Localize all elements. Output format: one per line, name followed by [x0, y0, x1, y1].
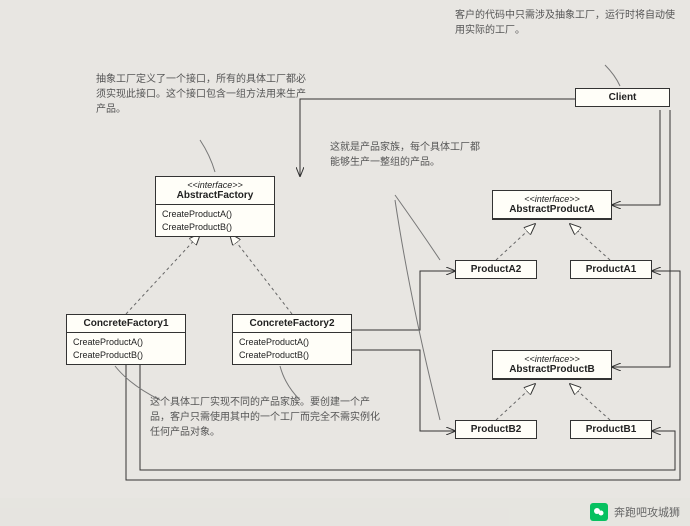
class-name: AbstractFactory — [177, 190, 254, 201]
class-name: ProductA1 — [586, 264, 637, 275]
stereotype: <<interface>> — [499, 354, 605, 364]
class-name: AbstractProductB — [509, 364, 595, 375]
class-name: ProductB2 — [471, 424, 522, 435]
methods: CreateProductA() CreateProductB() — [156, 205, 274, 236]
class-product-a1: ProductA1 — [570, 260, 652, 279]
class-client: Client — [575, 88, 670, 107]
class-name: ProductA2 — [471, 264, 522, 275]
diagram-canvas: { "diagram": { "type": "uml-class-diagra… — [0, 0, 690, 526]
annotation-top-left: 抽象工厂定义了一个接口，所有的具体工厂都必须实现此接口。这个接口包含一组方法用来… — [96, 72, 306, 117]
class-abstract-factory: <<interface>> AbstractFactory CreateProd… — [155, 176, 275, 237]
class-name: AbstractProductA — [509, 204, 595, 215]
stereotype: <<interface>> — [499, 194, 605, 204]
class-product-b2: ProductB2 — [455, 420, 537, 439]
annotation-bottom: 这个具体工厂实现不同的产品家族。要创建一个产品，客户只需使用其中的一个工厂而完全… — [150, 395, 385, 440]
footer-bar: 奔跑吧攻城狮 — [0, 498, 690, 526]
annotation-middle: 这就是产品家族，每个具体工厂都能够生产一整组的产品。 — [330, 140, 480, 170]
class-product-a2: ProductA2 — [455, 260, 537, 279]
footer-label: 奔跑吧攻城狮 — [614, 504, 680, 520]
class-name: ConcreteFactory1 — [83, 318, 168, 329]
class-abstract-product-b: <<interface>> AbstractProductB — [492, 350, 612, 380]
class-name: ProductB1 — [586, 424, 637, 435]
annotation-top-right: 客户的代码中只需涉及抽象工厂，运行时将自动使用实际的工厂。 — [455, 8, 675, 38]
stereotype: <<interface>> — [162, 180, 268, 190]
class-name: ConcreteFactory2 — [249, 318, 334, 329]
class-abstract-product-a: <<interface>> AbstractProductA — [492, 190, 612, 220]
wechat-icon — [590, 503, 608, 521]
methods: CreateProductA() CreateProductB() — [233, 333, 351, 364]
class-name: Client — [609, 92, 637, 103]
class-concrete-factory1: ConcreteFactory1 CreateProductA() Create… — [66, 314, 186, 365]
methods: CreateProductA() CreateProductB() — [67, 333, 185, 364]
class-concrete-factory2: ConcreteFactory2 CreateProductA() Create… — [232, 314, 352, 365]
class-product-b1: ProductB1 — [570, 420, 652, 439]
